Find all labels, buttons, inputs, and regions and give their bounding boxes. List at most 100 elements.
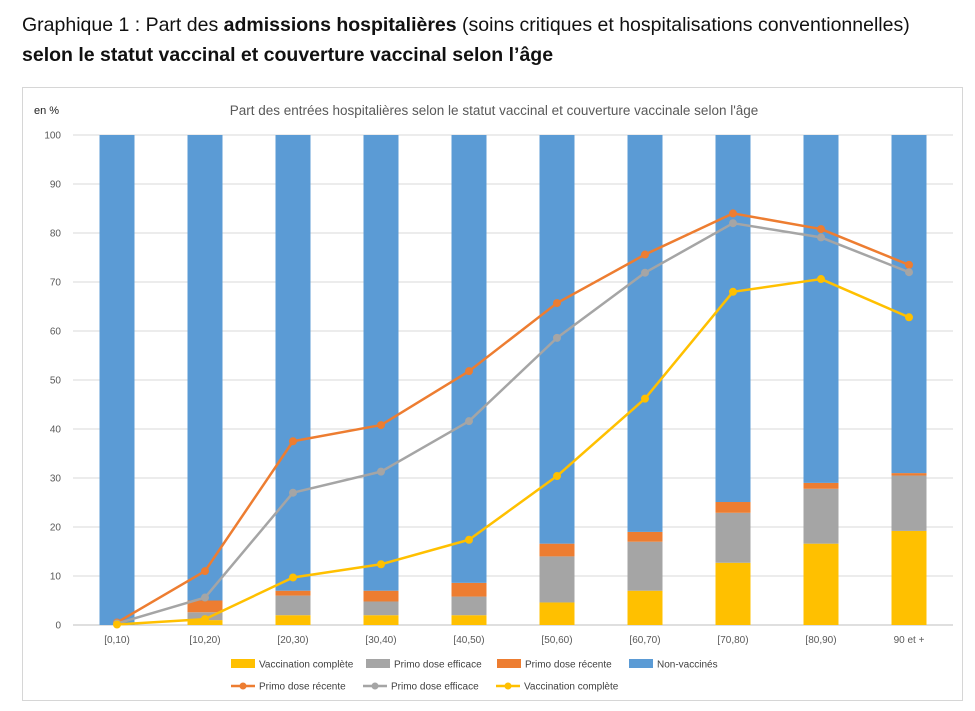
bar-segment — [363, 590, 399, 602]
legend-label: Primo dose efficace — [394, 660, 482, 671]
bar-segment — [803, 488, 839, 544]
y-axis-unit-label: en % — [34, 105, 59, 117]
series-point — [641, 250, 649, 259]
series-point — [377, 421, 385, 430]
y-tick-label: 90 — [50, 180, 62, 191]
series-point — [377, 560, 385, 569]
series-point — [817, 233, 825, 242]
bar-segment — [539, 543, 575, 557]
x-tick-label: [40,50) — [453, 635, 484, 646]
x-tick-label: [20,30) — [277, 635, 308, 646]
bar-segment — [627, 541, 663, 591]
bar-segment — [275, 135, 311, 591]
bar-segment — [627, 531, 663, 542]
y-tick-label: 60 — [50, 327, 62, 338]
legend-swatch — [629, 659, 653, 668]
bar-segment — [715, 502, 751, 513]
series-point — [817, 225, 825, 234]
x-tick-label: [80,90) — [805, 635, 836, 646]
series-point — [201, 567, 209, 576]
bar-segment — [363, 601, 399, 616]
x-tick-label: 90 et + — [894, 635, 925, 646]
bar-segment — [451, 582, 487, 597]
x-tick-label: [50,60) — [541, 635, 572, 646]
bar-segment — [539, 556, 575, 603]
bar-segment — [715, 562, 751, 625]
bar-segment — [803, 482, 839, 489]
x-tick-label: [60,70) — [629, 635, 660, 646]
legend-label: Vaccination complète — [524, 682, 619, 693]
legend-label: Primo dose efficace — [391, 682, 479, 693]
bar-segment — [891, 475, 927, 531]
series-point — [289, 488, 297, 497]
legend: Vaccination complète Primo dose efficace P… — [231, 659, 718, 693]
y-tick-label: 20 — [50, 523, 62, 534]
heading-line-1: Graphique 1 : Part des admissions hospit… — [22, 10, 972, 40]
series-point — [553, 299, 561, 308]
bar-segment — [627, 590, 663, 625]
y-tick-label: 30 — [50, 474, 62, 485]
heading-suffix: (soins critiques et hospitalisations con… — [456, 14, 910, 36]
y-tick-label: 100 — [44, 131, 61, 142]
x-tick-label: [10,20) — [189, 635, 220, 646]
legend-swatch — [231, 659, 255, 668]
y-axis-ticks: 0 10 20 30 40 50 60 70 80 90 100 — [44, 131, 61, 632]
bar-segment — [715, 512, 751, 563]
series-point — [905, 260, 913, 269]
series-point — [905, 313, 913, 322]
y-tick-label: 70 — [50, 278, 62, 289]
bar-segment — [539, 602, 575, 625]
legend-label: Vaccination complète — [259, 660, 354, 671]
bar-segment — [803, 543, 839, 625]
series-point — [289, 437, 297, 446]
legend-marker — [504, 682, 512, 690]
stacked-bar-line-chart: en % Part des entrées hospitalières selo… — [34, 103, 953, 693]
x-tick-label: [30,40) — [365, 635, 396, 646]
series-point — [553, 472, 561, 481]
x-tick-label: [70,80) — [717, 635, 748, 646]
series-point — [465, 367, 473, 376]
series-point — [817, 275, 825, 284]
y-tick-label: 0 — [55, 621, 61, 632]
series-point — [729, 219, 737, 228]
bar-segment — [187, 600, 223, 613]
stacked-bars — [99, 135, 927, 625]
y-tick-label: 50 — [50, 376, 62, 387]
bar-segment — [715, 135, 751, 503]
series-point — [729, 287, 737, 296]
bar-segment — [803, 135, 839, 483]
bar-segment — [363, 135, 399, 591]
series-line — [116, 221, 910, 625]
series-point — [553, 333, 561, 342]
line-series — [113, 209, 913, 629]
series-point — [289, 573, 297, 582]
bar-segment — [275, 615, 311, 625]
legend-marker — [239, 682, 247, 690]
series-point — [465, 417, 473, 426]
bar-segment — [451, 615, 487, 625]
bar-segment — [363, 615, 399, 625]
legend-swatch — [497, 659, 521, 668]
legend-label: Non-vaccinés — [657, 660, 718, 671]
heading-line-2: selon le statut vaccinal et couverture v… — [22, 44, 554, 66]
y-tick-label: 40 — [50, 425, 62, 436]
legend-label: Primo dose récente — [259, 682, 346, 693]
series-point — [465, 535, 473, 544]
chart-container: en % Part des entrées hospitalières selo… — [22, 87, 963, 701]
series-point — [201, 593, 209, 602]
bar-segment — [891, 473, 927, 476]
series-point — [641, 268, 649, 277]
series-line — [116, 277, 910, 626]
bar-segment — [187, 135, 223, 601]
series-point — [113, 620, 121, 629]
y-tick-label: 10 — [50, 572, 62, 583]
bar-segment — [275, 595, 311, 616]
series-point — [641, 394, 649, 403]
chart-title: Part des entrées hospitalières selon le … — [230, 103, 759, 118]
bar-segment — [627, 135, 663, 532]
legend-swatch — [366, 659, 390, 668]
heading-prefix: Graphique 1 : Part des — [22, 14, 224, 36]
legend-marker — [371, 682, 379, 690]
series-line — [116, 212, 910, 624]
legend-label: Primo dose récente — [525, 660, 612, 671]
